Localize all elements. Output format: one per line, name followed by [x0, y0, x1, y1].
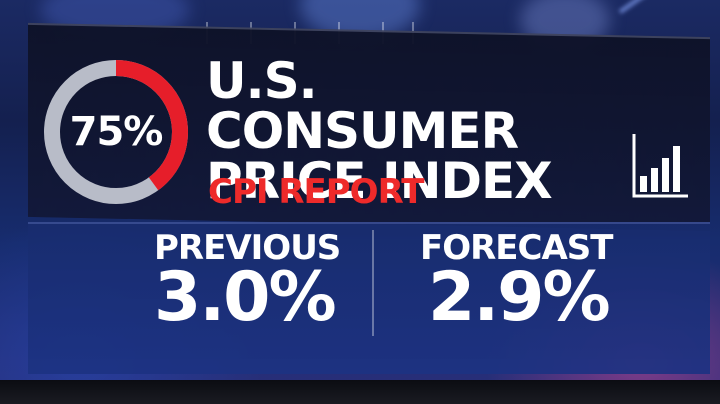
bar-chart-icon	[632, 134, 688, 198]
page-title: U.S. CONSUMER PRICE INDEX	[206, 56, 626, 206]
report-subtitle: CPI REPORT	[208, 172, 424, 212]
title-line-2: PRICE INDEX	[206, 152, 553, 210]
light-streak	[618, 0, 720, 14]
bottom-bar	[0, 380, 720, 404]
gauge-ring	[44, 60, 188, 204]
previous-label: PREVIOUS	[154, 228, 341, 268]
stats-divider	[372, 230, 374, 336]
forecast-value: 2.9%	[428, 258, 611, 337]
previous-value: 3.0%	[154, 258, 337, 337]
forecast-label: FORECAST	[420, 228, 613, 268]
title-line-1: U.S. CONSUMER	[206, 52, 519, 160]
gauge-percent-label: 75%	[69, 109, 164, 155]
stats-panel	[28, 222, 710, 374]
